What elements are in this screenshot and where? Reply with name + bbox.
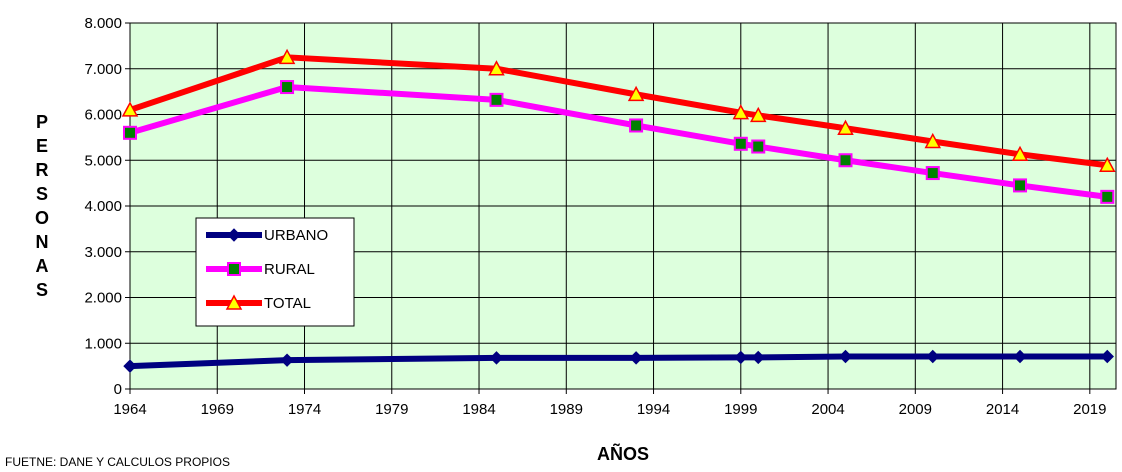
x-tick-label: 1964 (113, 401, 146, 418)
data-point-rural (733, 136, 748, 151)
data-point-rural (838, 153, 853, 168)
data-point-total (1099, 156, 1116, 173)
data-point-urbano (751, 350, 765, 365)
y-tick-label: 2.000 (84, 290, 122, 307)
data-point-rural (1013, 178, 1028, 193)
data-point-rural (489, 92, 504, 107)
data-point-total (1011, 145, 1029, 162)
legend-label-rural: RURAL (264, 261, 315, 278)
y-tick-label: 1.000 (84, 335, 122, 352)
data-point-rural (751, 139, 766, 154)
legend-marker-total (225, 294, 243, 310)
x-axis-title: AÑOS (597, 443, 649, 464)
series-layer (121, 48, 1116, 373)
data-point-urbano (280, 353, 294, 367)
legend-marker-rural (227, 262, 241, 276)
data-point-rural (1100, 189, 1115, 204)
data-point-rural (629, 118, 644, 133)
x-tick-label: 1989 (550, 401, 583, 418)
data-point-urbano (838, 349, 853, 364)
x-tick-label: 1969 (201, 401, 234, 418)
data-point-rural (925, 166, 940, 181)
data-point-urbano (1013, 349, 1027, 364)
series-rural (123, 80, 1115, 204)
y-tick-label: 4.000 (84, 198, 122, 215)
data-point-urbano (629, 351, 643, 365)
data-point-total (749, 106, 767, 123)
legend: URBANO RURAL TOTAL (195, 217, 355, 327)
y-tick-label: 5.000 (84, 152, 122, 169)
y-tick-label: 8.000 (84, 15, 122, 32)
source-note: FUETNE: DANE Y CALCULOS PROPIOS (5, 455, 230, 469)
data-point-urbano (489, 351, 504, 365)
series-total (121, 48, 1116, 173)
data-point-total (732, 104, 750, 120)
x-tick-label: 1984 (462, 401, 495, 418)
data-point-total (837, 119, 854, 135)
x-tick-label: 2004 (811, 401, 844, 418)
y-tick-label: 0 (114, 381, 122, 398)
legend-marker-urbano (227, 228, 241, 242)
data-point-urbano (123, 359, 137, 373)
y-axis-ticks: 0 1.000 2.000 3.000 4.000 5.000 6.000 7.000 8.00… (84, 15, 130, 398)
data-point-rural (123, 125, 137, 140)
data-point-total (121, 101, 139, 117)
series-line-urbano (129, 353, 1108, 370)
series-urbano (123, 349, 1114, 373)
x-tick-label: 1994 (637, 401, 670, 418)
legend-item-rural: RURAL (206, 261, 315, 278)
x-tick-label: 1999 (724, 401, 757, 418)
data-point-total (278, 48, 296, 65)
x-tick-label: 2009 (899, 401, 932, 418)
legend-label-urbano: URBANO (264, 227, 328, 244)
data-point-urbano (734, 350, 748, 365)
data-point-urbano (926, 349, 940, 364)
series-line-rural (129, 84, 1108, 200)
x-axis-ticks: 1964 1969 1974 1979 1984 1989 1994 1999 2004 2009… (113, 389, 1107, 418)
x-tick-label: 2019 (1073, 401, 1106, 418)
x-tick-label: 1974 (288, 401, 321, 418)
data-point-total (924, 132, 942, 149)
data-point-urbano (1100, 349, 1114, 364)
legend-label-total: TOTAL (264, 295, 311, 312)
y-tick-label: 3.000 (84, 244, 122, 261)
data-point-total (488, 60, 505, 76)
series-line-total (129, 54, 1108, 169)
y-tick-label: 6.000 (84, 107, 122, 124)
x-tick-label: 2014 (986, 401, 1019, 418)
x-tick-label: 1979 (375, 401, 408, 418)
data-point-rural (280, 80, 295, 95)
y-tick-label: 7.000 (84, 61, 122, 78)
data-point-total (627, 85, 645, 102)
legend-item-total: TOTAL (206, 294, 311, 312)
legend-item-urbano: URBANO (206, 227, 328, 244)
